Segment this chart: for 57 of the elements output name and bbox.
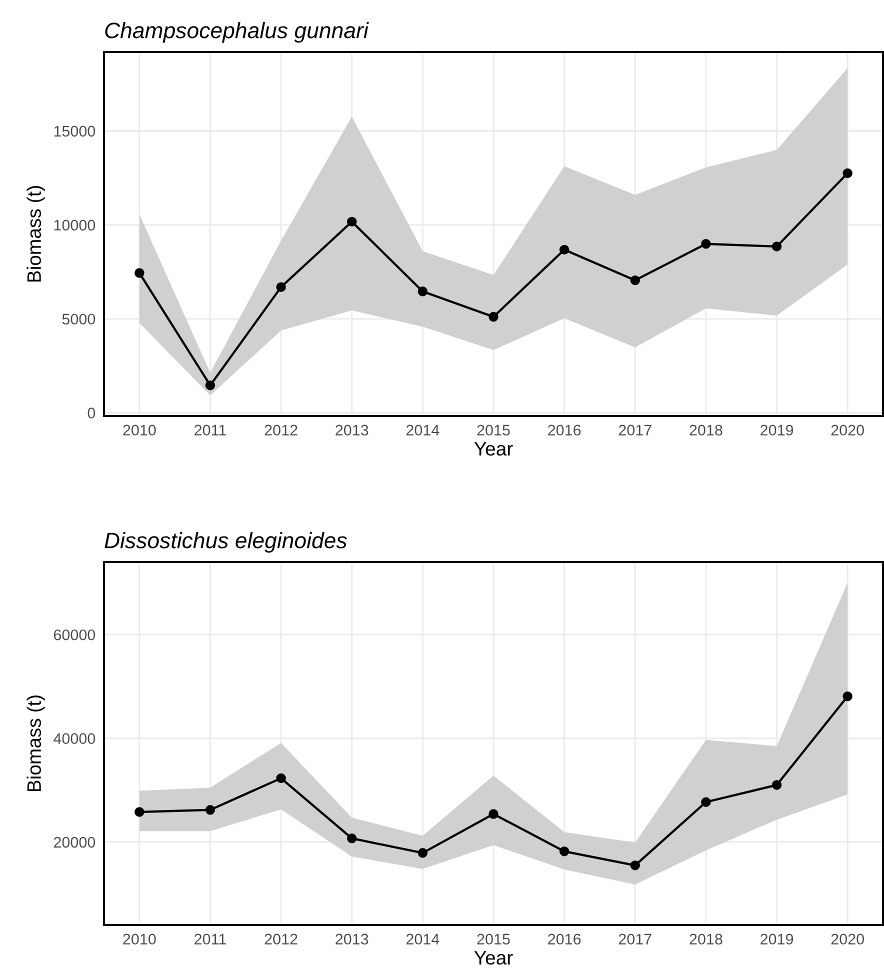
point [772,242,782,252]
x-tick-label: 2011 [194,424,226,436]
point [630,275,640,286]
x-tick-label: 2017 [618,424,652,436]
x-tick-label: 2019 [760,424,794,436]
x-tick-label: 2013 [336,424,368,436]
point [205,380,216,390]
x-tick-label: 2016 [548,934,581,945]
point [701,797,711,807]
x-tick-label: 2018 [690,424,722,436]
x-tick-label: 2014 [406,934,440,945]
x-axis-title: Year [474,951,513,965]
y-axis-title: Biomass (t) [26,186,45,282]
point [276,773,286,784]
x-tick-label: 2012 [264,934,298,945]
x-tick-label: 2017 [618,934,652,945]
point [559,244,570,255]
x-tick-label: 2018 [690,934,722,945]
point [630,860,640,870]
point [347,834,357,844]
point [205,805,216,815]
point [418,848,428,858]
y-tick-label: 5000 [62,314,96,325]
y-tick-label: 15000 [54,126,96,137]
x-tick-label: 2020 [831,424,864,436]
x-tick-label: 2015 [477,424,510,436]
y-tick-label: 60000 [54,629,96,640]
y-tick-label: 40000 [54,733,96,744]
x-tick-label: 2010 [123,424,156,436]
x-tick-label: 2013 [336,934,368,945]
x-tick-label: 2012 [264,424,298,436]
x-tick-label: 2011 [194,934,226,945]
point [488,809,498,819]
x-axis-title: Year [474,442,513,456]
point [134,268,144,278]
chart-title: Champsocephalus gunnari [105,22,369,43]
chart-title: Dissostichus eleginoides [104,532,347,553]
point [276,282,286,292]
point [772,780,782,790]
x-tick-label: 2020 [831,934,864,945]
point [701,239,711,249]
point [418,286,428,296]
y-tick-label: 10000 [54,220,96,231]
point [559,846,570,856]
y-tick-label: 0 [88,408,96,418]
x-tick-label: 2010 [123,934,156,945]
point [842,168,852,178]
x-tick-label: 2014 [406,424,440,436]
point [842,691,852,702]
x-tick-label: 2016 [548,424,581,436]
y-axis-title: Biomass (t) [26,696,45,792]
x-tick-label: 2015 [477,934,510,945]
point [347,216,357,227]
y-tick-label: 20000 [54,836,96,848]
point [134,807,144,817]
point [488,312,498,322]
x-tick-label: 2019 [760,934,794,945]
